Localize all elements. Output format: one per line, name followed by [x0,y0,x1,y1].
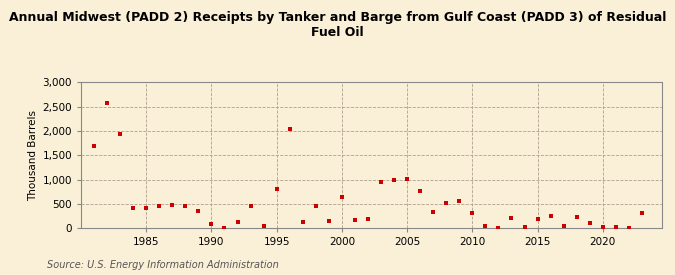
Point [493,226,504,230]
Point [558,224,569,228]
Point [610,225,621,229]
Point [585,221,595,226]
Point [298,220,308,225]
Point [167,203,178,207]
Point [323,219,334,224]
Point [88,144,99,148]
Point [141,206,152,210]
Point [519,225,530,229]
Point [115,132,126,137]
Point [337,194,348,199]
Point [362,216,373,221]
Point [102,101,113,105]
Point [259,224,269,228]
Point [206,222,217,227]
Point [402,177,412,182]
Point [441,200,452,205]
Point [428,210,439,214]
Point [245,204,256,208]
Point [571,215,582,219]
Point [624,226,634,230]
Point [180,204,191,208]
Point [154,204,165,208]
Point [284,126,295,131]
Point [350,218,360,222]
Point [128,206,138,210]
Point [232,220,243,225]
Point [219,226,230,230]
Point [389,178,400,182]
Text: Annual Midwest (PADD 2) Receipts by Tanker and Barge from Gulf Coast (PADD 3) of: Annual Midwest (PADD 2) Receipts by Tank… [9,11,666,39]
Point [193,209,204,213]
Point [597,225,608,229]
Y-axis label: Thousand Barrels: Thousand Barrels [28,110,38,201]
Point [414,189,425,193]
Text: Source: U.S. Energy Information Administration: Source: U.S. Energy Information Administ… [47,260,279,270]
Point [480,224,491,228]
Point [310,204,321,208]
Point [532,217,543,221]
Point [506,216,517,220]
Point [271,187,282,192]
Point [375,180,386,184]
Point [454,198,464,203]
Point [545,214,556,218]
Point [467,211,478,215]
Point [637,210,647,215]
